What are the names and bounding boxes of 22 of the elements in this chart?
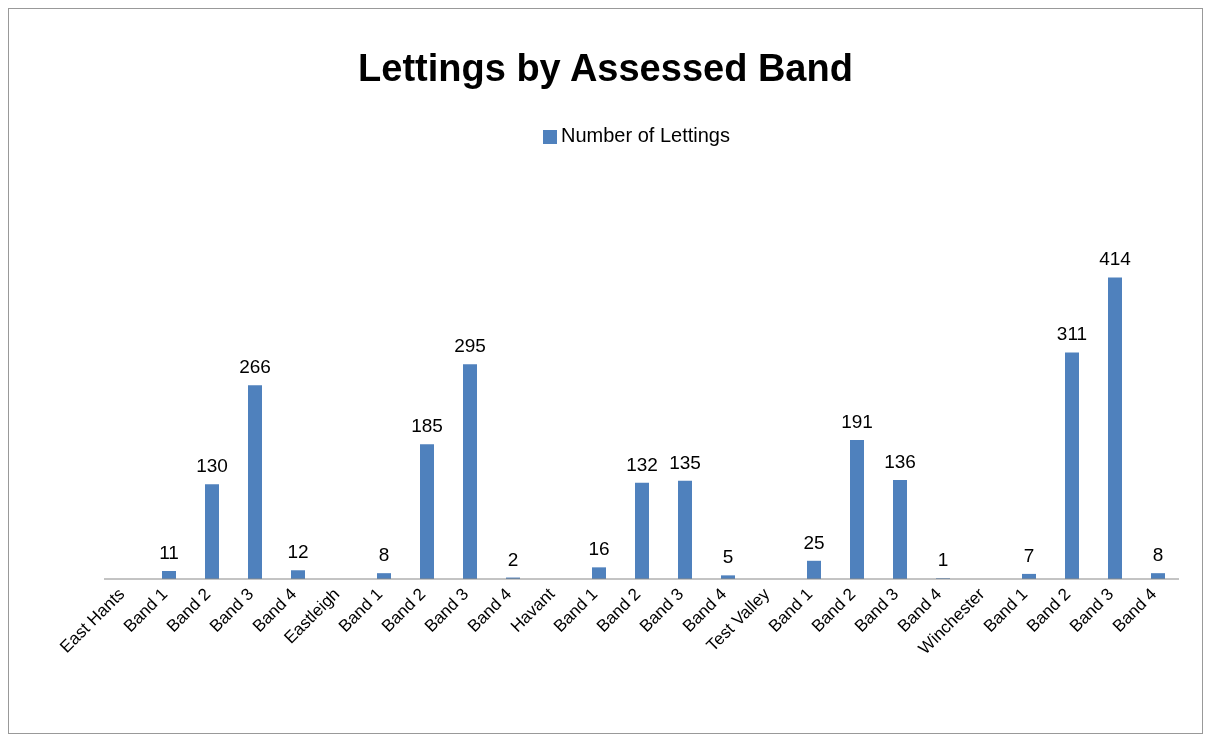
chart-title: Lettings by Assessed Band xyxy=(357,47,854,90)
data-label: 311 xyxy=(1056,323,1088,345)
data-label: 185 xyxy=(411,415,443,437)
data-label: 11 xyxy=(159,541,179,563)
data-label: 130 xyxy=(196,455,228,477)
data-label: 191 xyxy=(841,410,873,432)
data-label: 12 xyxy=(287,541,309,563)
data-label: 136 xyxy=(884,450,916,472)
data-label: 295 xyxy=(454,335,486,357)
legend-label: Number of Lettings xyxy=(561,124,730,146)
data-label: 135 xyxy=(669,451,701,473)
data-label: 266 xyxy=(239,356,271,378)
data-label: 2 xyxy=(507,548,519,570)
data-label: 16 xyxy=(588,538,610,560)
data-label: 8 xyxy=(378,544,390,566)
data-label: 132 xyxy=(626,453,658,475)
data-label: 25 xyxy=(803,531,825,553)
data-label: 1 xyxy=(937,549,949,571)
data-label: 7 xyxy=(1023,544,1035,566)
data-label: 414 xyxy=(1099,248,1132,270)
data-label: 5 xyxy=(722,546,734,568)
data-label: 8 xyxy=(1152,544,1164,566)
